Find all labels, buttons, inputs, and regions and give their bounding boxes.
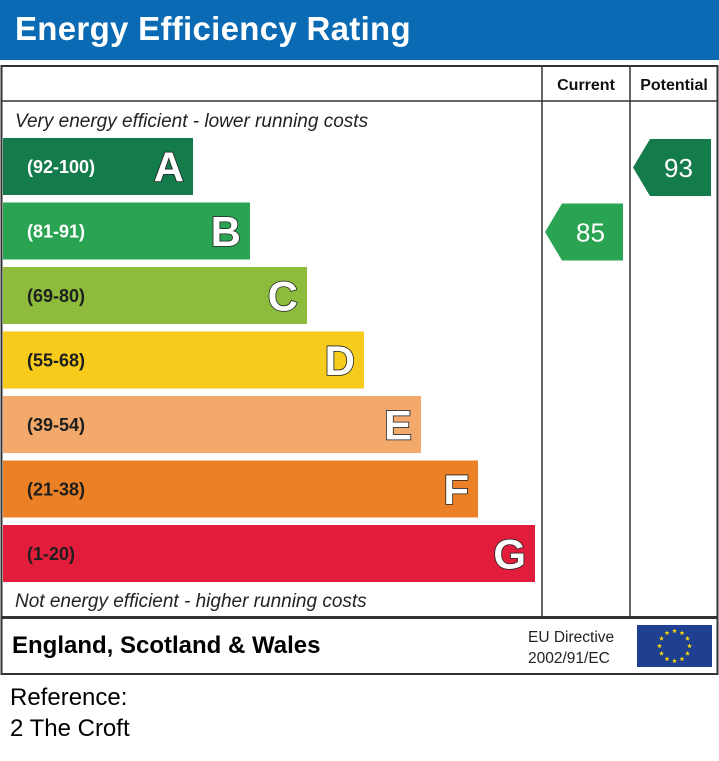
eu-star: [672, 658, 677, 664]
band-c-range: (69-80): [27, 286, 85, 306]
band-c-bar: [3, 267, 307, 324]
reference-label: Reference:: [10, 684, 128, 711]
potential-score-arrow: [633, 139, 711, 196]
band-f-range: (21-38): [27, 480, 85, 500]
potential-column-header: Potential: [640, 77, 708, 94]
band-e-range: (39-54): [27, 415, 85, 435]
eu-star: [664, 656, 670, 662]
band-f-letter: F: [443, 466, 469, 513]
band-d-letter: D: [325, 337, 355, 384]
band-c-letter: C: [268, 273, 298, 320]
rating-scores: 85 93: [545, 139, 711, 261]
band-a-bar: [3, 138, 193, 195]
band-f-bar: [3, 460, 478, 518]
band-a-letter: A: [154, 144, 184, 191]
eu-star: [659, 635, 664, 641]
bottom-caption: Not energy efficient - higher running co…: [15, 591, 367, 612]
current-score-value: 85: [576, 218, 605, 248]
reference-block: Reference: 2 The Croft: [10, 682, 130, 744]
eu-star: [659, 650, 664, 656]
band-g-bar: [3, 525, 535, 582]
eu-star: [672, 628, 677, 634]
chart-title: Energy Efficiency Rating: [15, 10, 411, 47]
current-score-arrow: [545, 203, 623, 261]
footer-region: England, Scotland & Wales: [12, 632, 320, 659]
band-a-range: (92-100): [27, 157, 95, 177]
band-b-bar: [3, 202, 250, 260]
eu-star: [685, 650, 690, 656]
energy-rating-chart: Current Potential Very energy efficient …: [0, 65, 719, 675]
potential-score-value: 93: [664, 153, 693, 183]
footer-frame: [0, 617, 719, 675]
band-g-letter: G: [493, 531, 526, 578]
eu-star: [687, 643, 692, 649]
band-g-range: (1-20): [27, 544, 75, 564]
band-d-bar: [3, 331, 364, 389]
band-e-letter: E: [384, 402, 412, 449]
eu-star: [679, 656, 685, 662]
current-column-header: Current: [557, 77, 615, 94]
reference-value: 2 The Croft: [10, 715, 130, 742]
band-b-range: (81-91): [27, 222, 85, 242]
top-caption: Very energy efficient - lower running co…: [15, 111, 369, 132]
band-d-range: (55-68): [27, 351, 85, 371]
band-b-letter: B: [211, 208, 241, 255]
rating-bands: (92-100) A (81-91) B (69-80) C (55-68) D (39-54)…: [3, 138, 535, 582]
eu-directive-line1: EU Directive: [528, 629, 614, 646]
eu-star: [679, 630, 685, 636]
eu-star: [657, 643, 662, 649]
eu-directive-line2: 2002/91/EC: [528, 650, 610, 667]
band-e-bar: [3, 396, 421, 453]
title-bar: Energy Efficiency Rating: [0, 0, 719, 60]
eu-star: [685, 635, 690, 641]
eu-star: [664, 630, 670, 636]
eu-flag-icon: [637, 625, 712, 667]
